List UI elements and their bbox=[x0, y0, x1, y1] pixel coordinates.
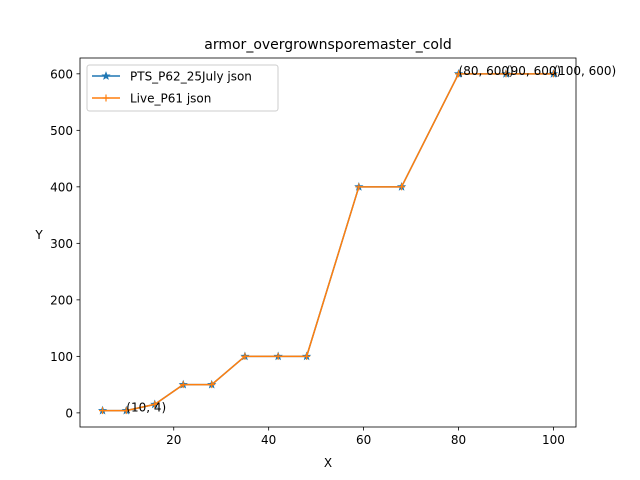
chart-title: armor_overgrownsporemaster_cold bbox=[204, 37, 451, 53]
y-axis-label: Y bbox=[34, 228, 43, 242]
data-point bbox=[151, 400, 159, 408]
x-tick-label: 80 bbox=[451, 433, 466, 447]
data-point bbox=[355, 183, 363, 191]
data-point bbox=[241, 352, 249, 360]
series-2 bbox=[99, 70, 557, 415]
point-annotation: (10, 4) bbox=[126, 401, 166, 415]
point-annotation: (80, 600) bbox=[459, 64, 514, 78]
data-point bbox=[208, 381, 216, 389]
legend: PTS_P62_25July json Live_P61 json bbox=[86, 64, 279, 112]
y-tick-label: 400 bbox=[50, 180, 73, 194]
legend-marker bbox=[102, 94, 110, 102]
data-point bbox=[179, 381, 187, 389]
y-tick-label: 100 bbox=[50, 350, 73, 364]
plot-area: (10, 4) (80, 600)(90, 600)(100, 600) bbox=[97, 64, 616, 415]
axes-frame bbox=[79, 57, 577, 428]
legend-box bbox=[86, 64, 279, 112]
legend-label: Live_P61 json bbox=[130, 92, 211, 106]
axes: 20 40 60 80 100 0 100 200 300 400 500 600 bbox=[50, 57, 577, 447]
data-point bbox=[303, 352, 311, 360]
legend-entry: PTS_P62_25July json bbox=[92, 70, 252, 84]
x-tick-label: 40 bbox=[261, 433, 276, 447]
x-axis-label: X bbox=[324, 456, 332, 470]
legend-label: PTS_P62_25July json bbox=[130, 70, 252, 84]
data-point bbox=[502, 70, 510, 78]
x-tick-label: 100 bbox=[542, 433, 565, 447]
data-point bbox=[549, 70, 557, 78]
data-point bbox=[99, 407, 107, 415]
data-point bbox=[398, 183, 406, 191]
legend-entry: Live_P61 json bbox=[92, 92, 211, 106]
y-tick-label: 600 bbox=[50, 67, 73, 81]
point-annotation: (90, 600) bbox=[506, 64, 561, 78]
x-tick-label: 20 bbox=[166, 433, 181, 447]
y-tick-label: 300 bbox=[50, 237, 73, 251]
x-tick-label: 60 bbox=[356, 433, 371, 447]
y-tick-label: 200 bbox=[50, 293, 73, 307]
legend-marker bbox=[101, 71, 111, 80]
point-annotation: (100, 600) bbox=[553, 64, 616, 78]
data-point bbox=[455, 70, 463, 78]
data-point bbox=[274, 352, 282, 360]
y-tick-label: 500 bbox=[50, 124, 73, 138]
y-tick-label: 0 bbox=[65, 406, 73, 420]
data-point bbox=[122, 407, 130, 415]
